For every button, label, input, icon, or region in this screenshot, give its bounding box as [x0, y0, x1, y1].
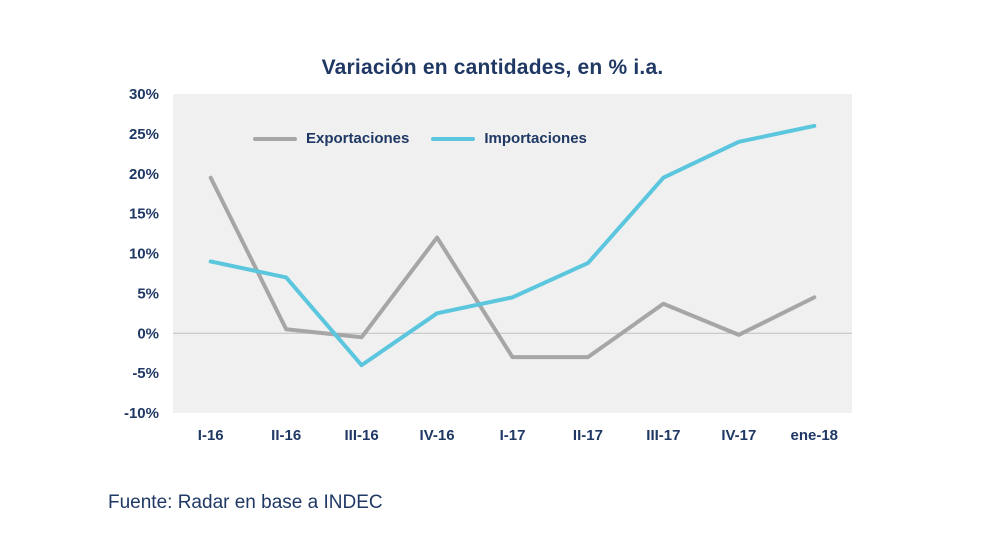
x-tick-label: II-16 [271, 427, 301, 444]
y-tick-label: -5% [132, 365, 159, 382]
y-tick-label: -10% [124, 405, 159, 422]
x-tick-label: IV-16 [420, 427, 455, 444]
chart-title: Variación en cantidades, en % i.a. [321, 56, 664, 79]
series-line-exportaciones [208, 175, 817, 360]
legend-item-importaciones: Importaciones [431, 130, 587, 147]
importaciones-line-swatch [431, 136, 476, 141]
x-tick-label: II-17 [573, 427, 603, 444]
y-tick-label: 30% [129, 86, 159, 103]
x-tick-label: I-17 [500, 427, 526, 444]
legend-label-importaciones: Importaciones [484, 130, 587, 147]
legend: Exportaciones Importaciones [253, 130, 587, 147]
y-tick-label: 0% [137, 325, 159, 342]
x-tick-label: ene-18 [791, 427, 839, 444]
y-tick-label: 15% [129, 206, 159, 223]
plot-area [173, 94, 852, 413]
x-tick-label: III-17 [646, 427, 680, 444]
series-line-importaciones [208, 123, 817, 368]
x-tick-label: IV-17 [721, 427, 756, 444]
y-tick-label: 25% [129, 126, 159, 143]
legend-label-exportaciones: Exportaciones [306, 130, 410, 147]
exportaciones-line-swatch [253, 136, 297, 141]
legend-item-exportaciones: Exportaciones [253, 130, 409, 147]
y-tick-label: 10% [129, 246, 159, 263]
x-tick-label: I-16 [198, 427, 224, 444]
y-tick-label: 20% [129, 166, 159, 183]
y-tick-label: 5% [137, 285, 159, 302]
source-note: Fuente: Radar en base a INDEC [108, 492, 383, 513]
x-tick-label: III-16 [345, 427, 379, 444]
